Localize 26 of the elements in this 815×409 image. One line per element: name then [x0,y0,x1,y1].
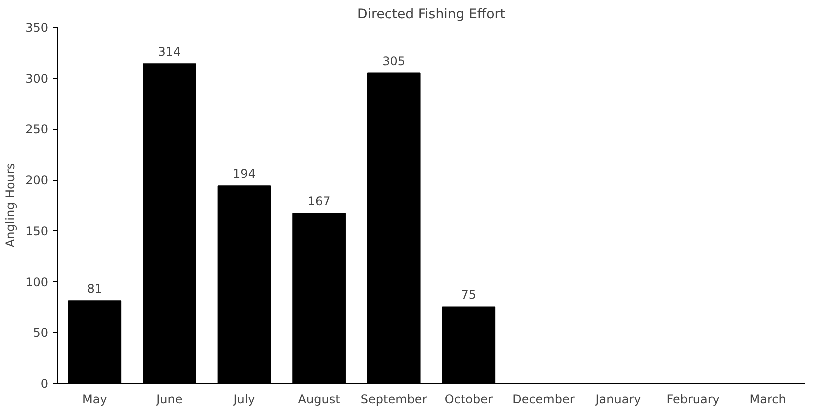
y-tick-label: 100 [26,275,48,290]
x-tick-label: February [666,392,720,406]
data-label: 305 [382,54,406,68]
x-tick-label: July [232,392,256,406]
x-tick-label: October [444,392,493,406]
data-label: 314 [158,45,182,60]
x-tick-label: September [360,392,428,406]
x-tick-label: May [82,392,108,406]
y-tick-label: 50 [33,326,49,340]
y-tick-label: 0 [40,377,49,391]
x-tick-label: August [298,392,341,406]
y-axis-title: Angling Hours [4,163,18,248]
y-tick-label: 200 [26,174,48,188]
x-tick-label: March [750,392,786,406]
chart-title: Directed Fishing Effort [358,8,506,22]
data-label: 167 [308,194,331,209]
x-tick-label: December [512,392,575,406]
x-tick-label: January [594,392,642,406]
y-tick-label: 250 [26,122,48,137]
y-tick-label: 300 [26,72,48,86]
data-label: 194 [233,167,256,182]
y-tick-label: 150 [26,224,48,238]
x-tick-label: June [156,392,183,406]
y-tick-label: 350 [26,21,48,35]
data-label: 75 [461,288,477,302]
data-label: 81 [87,282,103,296]
